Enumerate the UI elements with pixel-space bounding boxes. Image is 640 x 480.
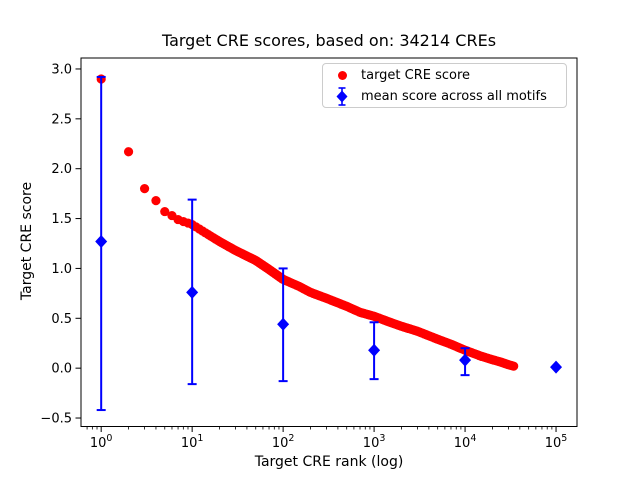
y-tick-label: 0.0 — [51, 362, 72, 377]
mean-score-diamond — [277, 317, 290, 331]
mean-score-diamond — [186, 285, 199, 299]
mean-score-diamond — [368, 343, 381, 357]
y-tick-label: 0.5 — [51, 312, 72, 327]
x-tick-label: 103 — [363, 433, 386, 451]
target-score-point — [509, 361, 519, 371]
target-score-point — [151, 196, 161, 206]
legend-label: mean score across all motifs — [361, 89, 547, 104]
x-tick-label: 100 — [90, 433, 113, 451]
mean-score-diamond — [459, 353, 472, 367]
legend-label: target CRE score — [361, 68, 471, 83]
x-tick-label: 102 — [272, 433, 295, 451]
x-axis-label: Target CRE rank (log) — [254, 454, 404, 470]
target-score-point — [123, 147, 134, 157]
x-axis: 100 101 102 103 104 105 — [86, 426, 568, 451]
mean-score-diamond — [95, 235, 108, 249]
x-tick-label: 101 — [181, 433, 204, 451]
legend: target CRE score mean score across all m… — [322, 63, 567, 108]
mean-score-diamond — [550, 360, 563, 374]
red-series-target-cre-score — [96, 74, 519, 371]
y-tick-label: 1.0 — [51, 262, 72, 277]
legend-entry-target-cre-score: target CRE score — [323, 65, 566, 86]
y-tick-label: 2.0 — [51, 162, 72, 177]
target-score-point — [160, 206, 170, 217]
plot-border — [80, 57, 578, 427]
chart-title: Target CRE scores, based on: 34214 CREs — [161, 31, 497, 50]
y-tick-label: 2.5 — [51, 112, 72, 127]
y-axis: 3.0 2.5 2.0 1.5 1.0 0.5 0.0 −0.5 — [40, 62, 81, 427]
y-tick-label: 1.5 — [51, 212, 72, 227]
blue-diamond-errorbar-marker-icon — [323, 86, 361, 107]
y-tick-label: 3.0 — [51, 62, 72, 77]
y-tick-label: −0.5 — [40, 412, 72, 427]
blue-series-mean-score — [95, 75, 563, 412]
legend-entry-mean-score: mean score across all motifs — [323, 86, 566, 107]
y-axis-label: Target CRE score — [19, 181, 35, 301]
x-tick-label: 104 — [454, 433, 477, 451]
red-circle-marker-icon — [323, 71, 361, 80]
x-tick-label: 105 — [545, 433, 568, 451]
target-score-point — [139, 184, 150, 194]
